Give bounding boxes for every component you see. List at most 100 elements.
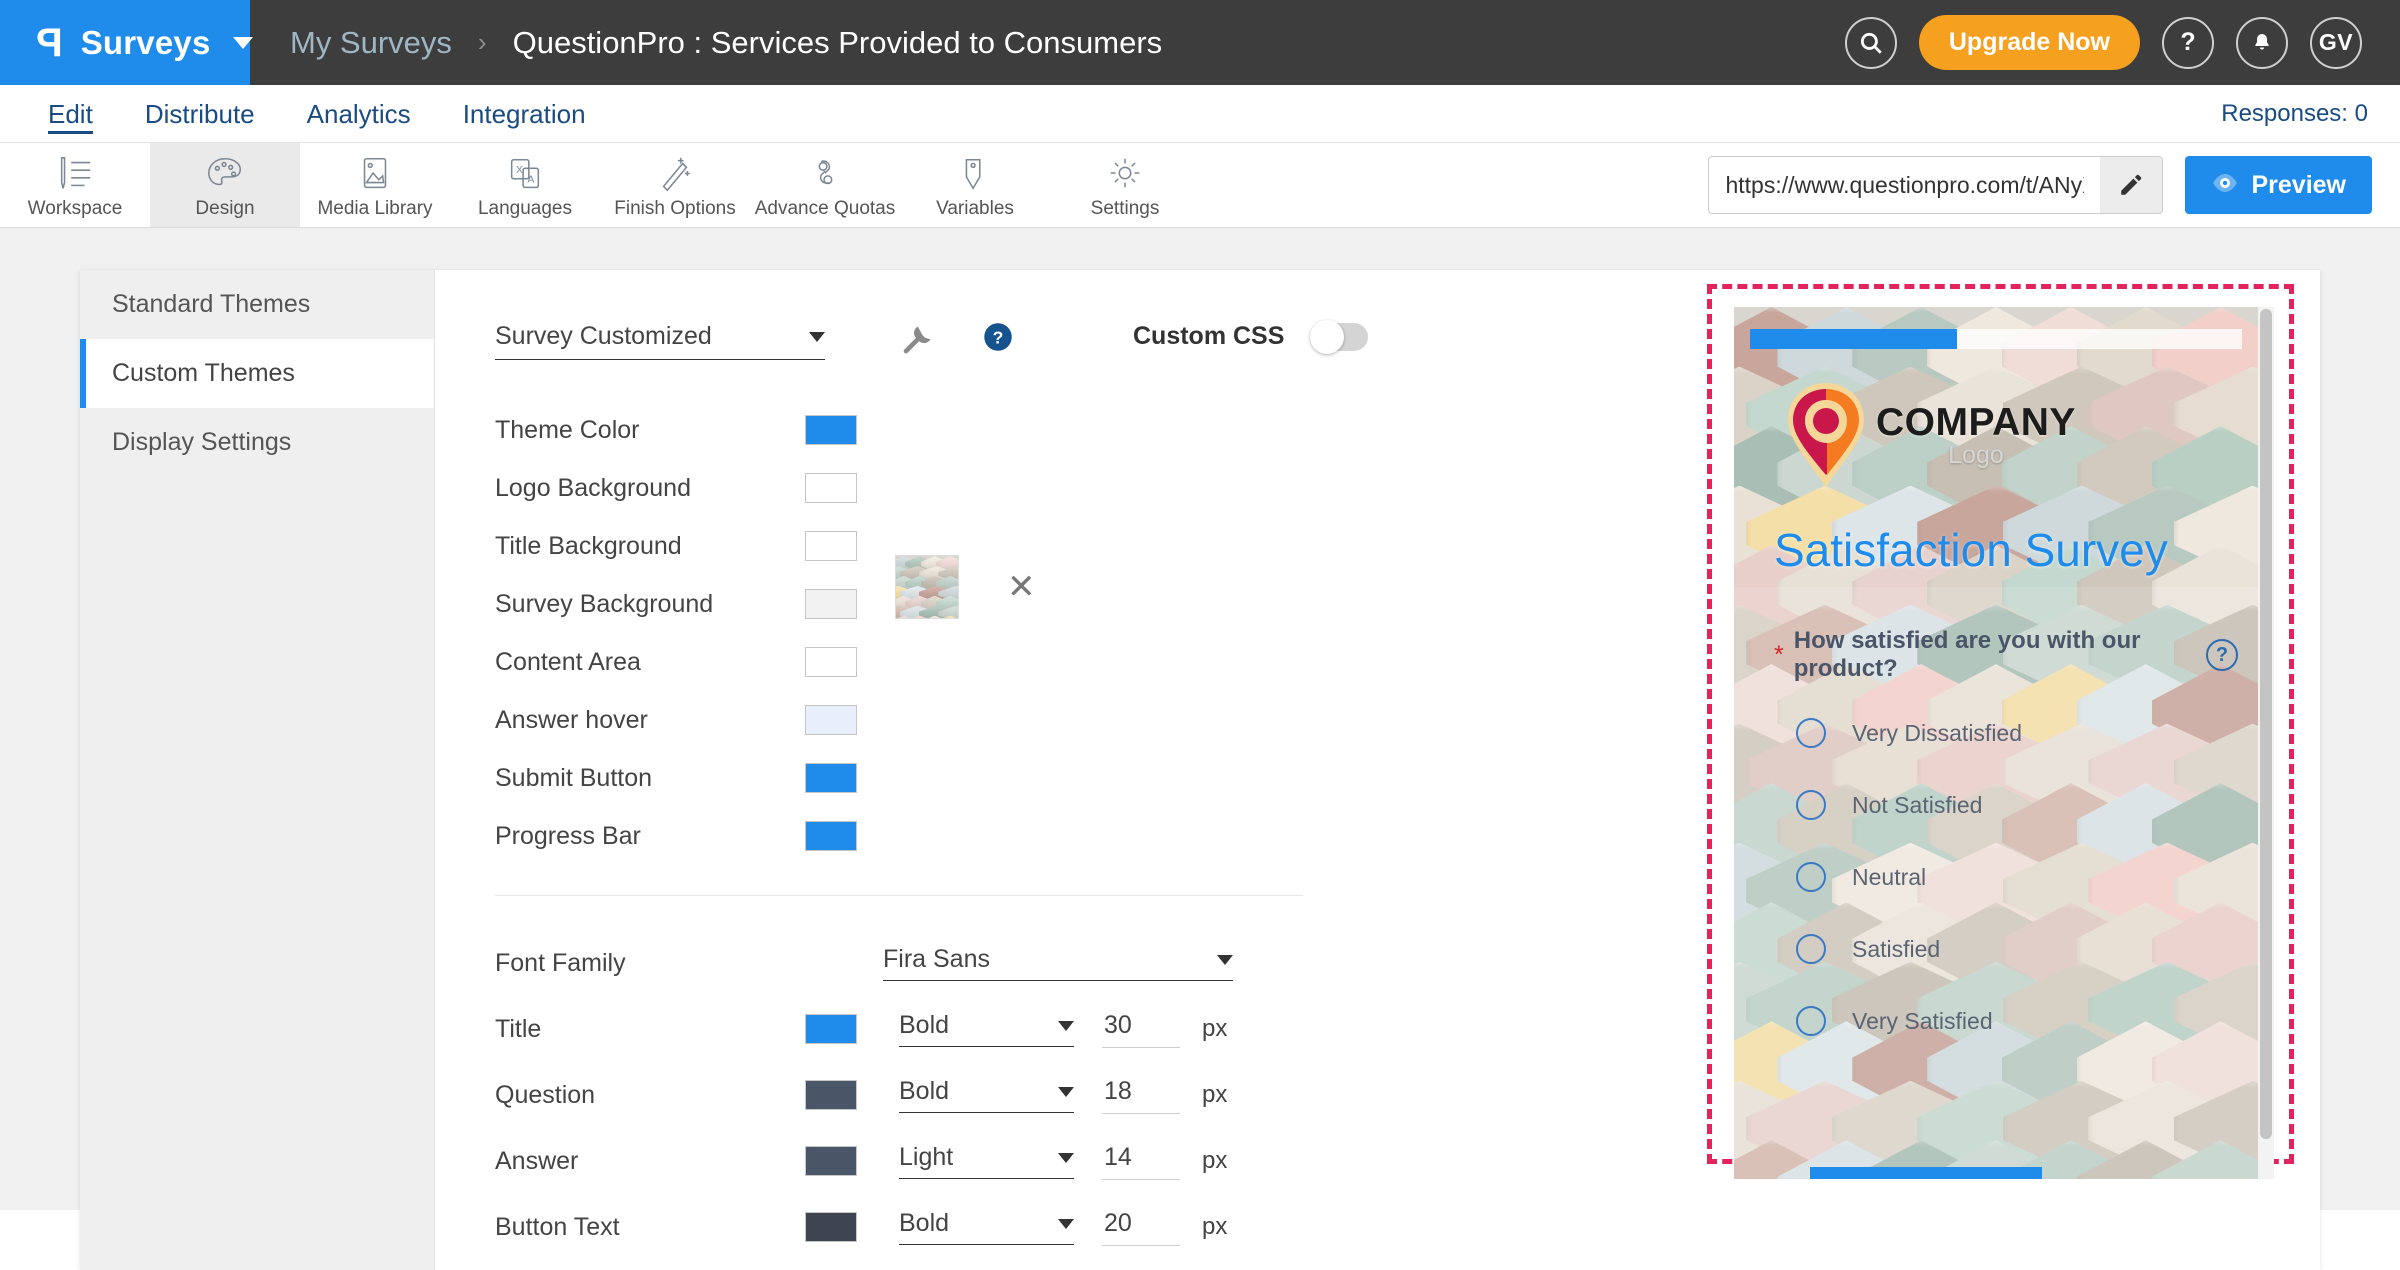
survey-option-label: Satisfied [1852,935,1941,962]
sidebar-item-standard-themes[interactable]: Standard Themes [112,290,311,318]
font-size-input-title[interactable] [1102,1010,1180,1041]
survey-option-very-satisfied[interactable]: Very Satisfied [1796,985,2238,1057]
thumbnail-tile-pattern [896,556,958,618]
font-weight-value-title: Bold [899,1011,950,1039]
font-weight-select-title[interactable]: Bold [899,1011,1074,1047]
radio-button[interactable] [1796,934,1826,964]
color-row-progress-bar: Progress Bar [495,807,2320,865]
chevron-down-icon [232,36,253,49]
font-color-swatch-button-text[interactable] [805,1212,857,1242]
theme-preset-value: Survey Customized [495,322,712,350]
font-row-button-text: Button Text Bold px [495,1194,2320,1260]
radio-button[interactable] [1796,790,1826,820]
upgrade-now-button[interactable]: Upgrade Now [1918,15,2140,70]
chevron-down-icon [1058,1020,1074,1031]
font-weight-select-answer[interactable]: Light [899,1143,1074,1179]
toolbar-item-settings[interactable]: Settings [1050,143,1200,227]
survey-background-image [1734,307,2258,1179]
color-swatch-content-area[interactable] [805,647,857,677]
search-icon[interactable] [1844,16,1897,69]
magic-wand-icon [654,154,696,194]
survey-progress-bar [1750,329,2242,349]
tab-integration[interactable]: Integration [462,98,586,129]
font-size-input-answer[interactable] [1102,1142,1180,1173]
survey-url-input[interactable] [1709,171,2101,199]
help-icon[interactable]: ? [2162,16,2214,69]
survey-option-very-dissatisfied[interactable]: Very Dissatisfied [1796,697,2238,769]
font-size-input-question[interactable] [1102,1076,1180,1107]
font-label-font-family: Font Family [495,948,626,977]
company-pin-logo-icon [1782,379,1870,491]
question-help-icon[interactable]: ? [2206,639,2238,671]
tag-icon [954,154,996,194]
brand-surveys-menu[interactable]: P Surveys [0,0,253,85]
eye-icon [2211,171,2239,200]
toolbar-item-variables[interactable]: Variables [900,143,1050,227]
font-family-select[interactable]: Fira Sans [883,945,1233,981]
help-circle-icon[interactable]: ? [983,322,1013,357]
toolbar-label-advance-quotas: Advance Quotas [754,198,896,219]
survey-question-row: * How satisfied are you with our product… [1774,627,2238,683]
color-swatch-survey-background[interactable] [805,589,857,619]
custom-css-toggle[interactable] [1310,319,1369,354]
preview-scrollbar-thumb[interactable] [2260,309,2272,1139]
toolbar-label-settings: Settings [1090,198,1160,219]
toolbar-item-workspace[interactable]: Workspace [0,143,150,227]
survey-next-button[interactable]: Next [1810,1167,2042,1179]
color-swatch-logo-background[interactable] [805,473,857,503]
radio-button[interactable] [1796,862,1826,892]
color-swatch-answer-hover[interactable] [805,705,857,735]
font-size-input-button-text[interactable] [1102,1208,1180,1239]
survey-preview-highlight: COMPANY Logo Satisfaction Survey * How s… [1707,284,2294,1179]
font-label-title: Title [495,1014,542,1043]
survey-url-box[interactable] [1708,156,2164,214]
avatar[interactable]: GV [2310,16,2362,69]
font-color-swatch-answer[interactable] [805,1146,857,1176]
toolbar-item-languages[interactable]: X A Languages [450,143,600,227]
responses-count: Responses: 0 [2221,99,2368,127]
toolbar-item-design[interactable]: Design [150,143,300,227]
radio-button[interactable] [1796,718,1826,748]
notifications-bell-icon[interactable] [2236,16,2288,69]
toolbar-item-advance-quotas[interactable]: Advance Quotas [750,143,900,227]
font-size-box-button-text[interactable] [1102,1208,1180,1246]
font-label-answer: Answer [495,1146,579,1175]
survey-option-not-satisfied[interactable]: Not Satisfied [1796,769,2238,841]
survey-logo-block: COMPANY Logo [1782,379,2076,491]
edit-pencil-icon[interactable] [2100,157,2163,213]
color-swatch-progress-bar[interactable] [805,821,857,851]
font-size-box-question[interactable] [1102,1076,1180,1114]
font-weight-select-button-text[interactable]: Bold [899,1209,1074,1245]
company-text-block: COMPANY Logo [1876,401,2076,470]
survey-question-text: How satisfied are you with our product? [1793,627,2141,682]
theme-preset-select[interactable]: Survey Customized [495,322,825,360]
tab-analytics[interactable]: Analytics [306,98,411,129]
toolbar-item-media-library[interactable]: Media Library [300,143,450,227]
font-row-title: Title Bold px [495,996,2320,1062]
font-weight-select-question[interactable]: Bold [899,1077,1074,1113]
radio-button[interactable] [1796,1006,1826,1036]
tab-edit[interactable]: Edit [22,85,119,143]
color-swatch-submit-button[interactable] [805,763,857,793]
font-size-box-answer[interactable] [1102,1142,1180,1180]
toolbar-item-finish-options[interactable]: Finish Options [600,143,750,227]
survey-option-neutral[interactable]: Neutral [1796,841,2238,913]
remove-background-image-icon[interactable]: ✕ [1007,568,1036,606]
sidebar-item-custom-themes[interactable]: Custom Themes [80,339,434,408]
wrench-icon[interactable] [897,322,931,361]
survey-content-area: * How satisfied are you with our product… [1734,587,2258,1179]
color-swatch-theme-color[interactable] [805,415,857,445]
font-color-swatch-title[interactable] [805,1014,857,1044]
color-swatch-title-background[interactable] [805,531,857,561]
sidebar-item-display-settings[interactable]: Display Settings [112,428,292,456]
color-row-content-area: Content Area [495,633,2320,691]
font-size-box-title[interactable] [1102,1010,1180,1048]
preview-scrollbar-track[interactable] [2258,307,2274,1179]
font-color-swatch-question[interactable] [805,1080,857,1110]
survey-option-satisfied[interactable]: Satisfied [1796,913,2238,985]
survey-background-thumbnail[interactable] [895,555,959,619]
color-row-theme-color: Theme Color [495,401,2320,459]
preview-button[interactable]: Preview [2185,156,2372,214]
breadcrumb-my-surveys[interactable]: My Surveys [290,24,452,60]
tab-distribute[interactable]: Distribute [144,98,255,129]
